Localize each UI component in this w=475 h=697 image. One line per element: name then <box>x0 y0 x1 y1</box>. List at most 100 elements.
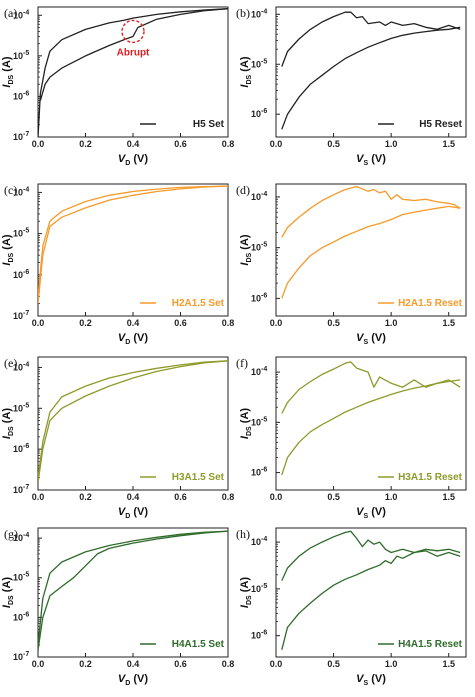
x-axis-label: VS (V) <box>356 332 386 346</box>
panel-label: (b) <box>236 6 250 20</box>
x-tick-label: 1.0 <box>385 139 398 149</box>
y-tick-label: 10-5 <box>251 583 267 594</box>
y-tick-label: 10-6 <box>13 443 29 454</box>
x-tick-label: 1.0 <box>385 492 398 502</box>
x-tick-label: 1.5 <box>442 139 455 149</box>
data-series-2 <box>281 548 461 650</box>
y-axis-label: IDS (A) <box>239 408 253 439</box>
x-tick-label: 0.0 <box>270 139 283 149</box>
panel-label: (d) <box>236 183 250 197</box>
panel-f: (f) 0.0 0.5 1.0 1.5 10-6 10-5 10-4 VS (V) IDS (A)… <box>236 356 467 520</box>
plot-frame <box>37 356 229 491</box>
plot-frame <box>275 6 467 138</box>
legend-label: H4A1.5 Reset <box>398 639 463 650</box>
data-series-1 <box>38 185 228 297</box>
panel-label: (g) <box>4 527 18 541</box>
x-tick-label: 0.5 <box>327 492 340 502</box>
x-tick-label: 1.0 <box>385 318 398 328</box>
y-tick-label: 10-6 <box>13 611 29 622</box>
y-tick-label: 10-4 <box>251 8 267 19</box>
data-series-1 <box>281 11 461 67</box>
panel-label: (h) <box>236 527 250 541</box>
panel-label: (e) <box>4 356 17 370</box>
x-axis-label: VD (V) <box>118 332 148 346</box>
x-tick-label: 0.6 <box>174 659 187 669</box>
x-tick-label: 0.4 <box>127 659 140 669</box>
data-series-2 <box>38 530 228 651</box>
y-tick-label: 10-7 <box>13 484 29 495</box>
plot-frame <box>37 183 229 317</box>
x-tick-label: 0.2 <box>79 659 92 669</box>
x-tick-label: 0.8 <box>222 492 235 502</box>
panel-b: (b) 0.0 0.5 1.0 1.5 10-6 10-5 10-4 VS (V) IDS (A)… <box>236 6 467 167</box>
x-tick-label: 0.6 <box>174 318 187 328</box>
data-series-2 <box>38 360 228 483</box>
y-tick-label: 10-5 <box>13 402 29 413</box>
x-tick-label: 0.2 <box>79 492 92 502</box>
panel-g: (g) 0.0 0.2 0.4 0.6 0.8 10-7 10-6 10-5 10-4 VD (V)… <box>1 527 234 687</box>
x-tick-label: 0.6 <box>174 492 187 502</box>
panel-d: (d) 0.0 0.5 1.0 1.5 10-6 10-5 10-4 VS (V) IDS (A)… <box>236 183 467 346</box>
plot-frame <box>275 356 467 491</box>
x-tick-label: 0.8 <box>222 139 235 149</box>
y-tick-label: 10-6 <box>251 467 267 478</box>
y-tick-label: 10-5 <box>251 58 267 69</box>
y-axis-label: IDS (A) <box>239 577 253 608</box>
x-axis-label: VD (V) <box>118 673 148 687</box>
y-tick-label: 10-5 <box>13 572 29 583</box>
y-tick-label: 10-4 <box>13 532 29 543</box>
x-tick-label: 0.0 <box>32 492 45 502</box>
x-tick-label: 0.0 <box>32 318 45 328</box>
data-series-1 <box>281 530 461 581</box>
x-axis-label: VS (V) <box>356 153 386 167</box>
x-tick-label: 0.0 <box>32 659 45 669</box>
data-series-1 <box>281 185 461 238</box>
y-tick-label: 10-4 <box>13 9 29 20</box>
x-tick-label: 1.5 <box>442 492 455 502</box>
x-tick-label: 0.6 <box>174 139 187 149</box>
x-tick-label: 0.8 <box>222 318 235 328</box>
legend-label: H3A1.5 Reset <box>398 472 463 483</box>
x-tick-label: 0.2 <box>79 139 92 149</box>
legend-label: H2A1.5 Set <box>172 298 225 309</box>
data-series-2 <box>281 205 461 299</box>
panel-label: (f) <box>236 356 248 370</box>
y-tick-label: 10-7 <box>13 131 29 142</box>
x-tick-label: 1.5 <box>442 318 455 328</box>
x-tick-label: 0.8 <box>222 659 235 669</box>
panel-c: (c) 0.0 0.2 0.4 0.6 0.8 10-7 10-6 10-5 10-4 VD (V)… <box>1 183 234 346</box>
data-series-2 <box>38 185 228 304</box>
abrupt-marker <box>121 19 145 44</box>
legend-label: H3A1.5 Set <box>172 472 225 483</box>
x-axis-label: VD (V) <box>118 153 148 167</box>
data-series-2 <box>281 26 461 130</box>
panel-e: (e) 0.0 0.2 0.4 0.6 0.8 10-7 10-6 10-5 10-4 VD (V)… <box>1 356 234 520</box>
y-tick-label: 10-6 <box>13 90 29 101</box>
x-tick-label: 0.0 <box>32 139 45 149</box>
plot-frame <box>37 6 229 138</box>
annotation-label: Abrupt <box>117 47 150 58</box>
y-tick-label: 10-4 <box>251 536 267 547</box>
data-series-2 <box>281 379 461 476</box>
y-axis-label: IDS (A) <box>1 577 15 608</box>
y-axis-label: IDS (A) <box>1 56 15 87</box>
data-series-1 <box>38 360 228 478</box>
y-axis-label: IDS (A) <box>239 56 253 87</box>
plot-frame <box>275 527 467 658</box>
x-tick-label: 0.5 <box>327 659 340 669</box>
x-tick-label: 0.4 <box>127 318 140 328</box>
x-axis-label: VS (V) <box>356 506 386 520</box>
panel-h: (h) 0.0 0.5 1.0 1.5 10-6 10-5 10-4 VS (V) IDS (A)… <box>236 527 467 687</box>
legend-label: H2A1.5 Reset <box>398 298 463 309</box>
y-tick-label: 10-6 <box>251 108 267 119</box>
y-tick-label: 10-6 <box>251 630 267 641</box>
panel-label: (c) <box>4 183 17 197</box>
x-tick-label: 0.4 <box>127 139 140 149</box>
x-tick-label: 0.2 <box>79 318 92 328</box>
plot-frame <box>275 183 467 317</box>
x-tick-label: 1.0 <box>385 659 398 669</box>
y-tick-label: 10-6 <box>13 269 29 280</box>
y-tick-label: 10-4 <box>13 186 29 197</box>
x-tick-label: 0.4 <box>127 492 140 502</box>
y-tick-label: 10-5 <box>13 50 29 61</box>
